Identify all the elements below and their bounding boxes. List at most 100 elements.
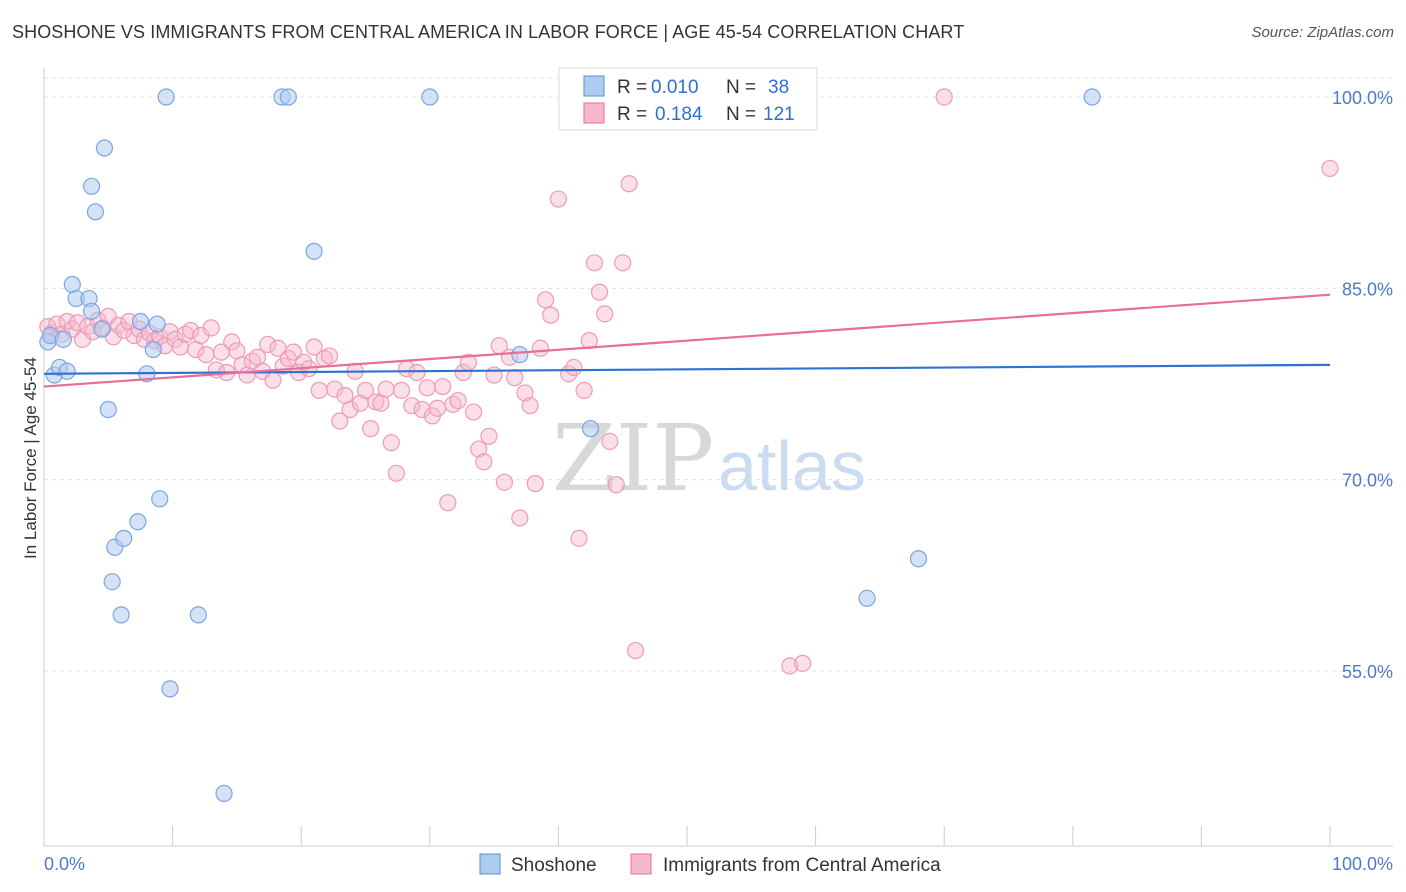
trend-lines — [43, 293, 1331, 388]
shoshone-point-33 — [511, 346, 529, 364]
y-tick-labels: 100.0% 85.0% 70.0% 55.0% — [1332, 88, 1393, 682]
shoshone-point-12 — [82, 177, 101, 195]
shoshone-point-9 — [82, 302, 101, 320]
immigrants-point-77 — [434, 377, 452, 396]
immigrants-point-56 — [326, 380, 344, 398]
immigrants-point-55 — [320, 347, 339, 365]
series-shoshone-points — [39, 88, 1101, 803]
immigrants-point-86 — [480, 427, 498, 445]
immigrants-point-121 — [935, 88, 953, 106]
immigrants-point-76 — [428, 399, 447, 417]
immigrants-point-107 — [596, 305, 614, 323]
immigrants-point-108 — [601, 432, 619, 450]
watermark: ZIP atlas — [552, 405, 866, 512]
shoshone-point-31 — [421, 88, 439, 106]
immigrants-point-67 — [382, 434, 400, 452]
immigrants-point-119 — [781, 657, 799, 675]
shoshone-point-25 — [161, 680, 179, 698]
bottom-legend-swatch-shoshone — [479, 853, 501, 875]
immigrants-point-52 — [305, 338, 323, 356]
source-credit: Source: ZipAtlas.com — [1251, 24, 1394, 41]
shoshone-point-4 — [54, 330, 72, 348]
immigrants-point-74 — [418, 379, 436, 397]
immigrants-point-80 — [449, 391, 467, 410]
axes — [43, 68, 1393, 847]
immigrants-point-97 — [536, 291, 555, 309]
immigrants-point-109 — [607, 476, 625, 494]
series-immigrants-points — [39, 88, 1339, 675]
chart-title: SHOSHONE VS IMMIGRANTS FROM CENTRAL AMER… — [12, 22, 965, 42]
immigrants-point-111 — [620, 175, 638, 193]
immigrants-point-63 — [362, 420, 380, 438]
shoshone-point-17 — [115, 529, 133, 547]
legend-box: R = 0.010 N = 38 R = 0.184 N = 121 — [558, 67, 818, 131]
immigrants-point-44 — [264, 371, 282, 389]
bottom-legend-label-immigrants: Immigrants from Central America — [663, 855, 941, 876]
y-tick-label-100: 100.0% — [1332, 88, 1393, 108]
immigrants-point-94 — [521, 397, 539, 415]
immigrants-point-43 — [259, 335, 277, 354]
shoshone-point-11 — [95, 139, 114, 157]
legend-r-label-shoshone: R = — [617, 77, 647, 98]
immigrants-point-112 — [626, 641, 645, 660]
immigrants-point-87 — [485, 366, 503, 384]
bottom-legend-label-shoshone: Shoshone — [511, 855, 597, 876]
immigrants-point-69 — [392, 381, 411, 399]
bottom-legend-swatch-immigrants — [630, 853, 652, 875]
legend-r-value-immigrants: 0.184 — [655, 104, 703, 125]
legend-n-label-immigrants: N = — [726, 104, 756, 125]
immigrants-point-48 — [284, 343, 303, 361]
immigrants-point-78 — [439, 494, 457, 512]
immigrants-point-66 — [377, 380, 395, 398]
immigrants-point-92 — [511, 509, 529, 527]
immigrants-point-95 — [526, 474, 544, 493]
shoshone-point-37 — [1083, 88, 1101, 106]
bottom-legend: Shoshone Immigrants from Central America — [479, 853, 941, 876]
shoshone-point-30 — [279, 88, 297, 106]
immigrants-point-36 — [223, 333, 241, 351]
immigrants-point-32 — [202, 319, 220, 337]
immigrants-point-106 — [590, 283, 609, 301]
immigrants-point-85 — [475, 453, 493, 471]
y-axis-label: In Labor Force | Age 45-54 — [21, 357, 40, 559]
watermark-zip: ZIP — [552, 405, 714, 512]
shoshone-point-35 — [858, 589, 876, 607]
shoshone-point-22 — [144, 340, 162, 359]
immigrants-point-31 — [197, 346, 215, 364]
immigrants-point-72 — [408, 363, 426, 382]
shoshone-point-10 — [93, 320, 111, 338]
immigrants-point-93 — [516, 384, 534, 402]
immigrants-point-6 — [68, 314, 87, 332]
shoshone-point-20 — [131, 312, 150, 331]
shoshone-point-24 — [151, 490, 169, 508]
y-tick-label-85: 85.0% — [1342, 279, 1393, 299]
shoshone-point-34 — [581, 420, 600, 438]
y-tick-label-70: 70.0% — [1342, 471, 1393, 491]
shoshone-point-28 — [157, 88, 175, 106]
immigrants-point-102 — [570, 529, 588, 547]
immigrants-point-83 — [464, 403, 483, 421]
legend-r-value-shoshone: 0.010 — [651, 77, 699, 98]
immigrants-point-98 — [542, 306, 560, 324]
immigrants-point-103 — [575, 381, 593, 399]
shoshone-point-13 — [86, 203, 105, 221]
immigrants-point-68 — [387, 464, 405, 482]
immigrants-point-81 — [454, 363, 472, 382]
immigrants-point-96 — [531, 339, 549, 357]
x-tick-label-min: 0.0% — [44, 854, 85, 874]
immigrants-point-53 — [310, 381, 328, 399]
legend-r-label-immigrants: R = — [617, 104, 647, 125]
x-tick-labels: 0.0% 100.0% — [44, 854, 1393, 874]
shoshone-point-14 — [99, 400, 117, 419]
immigrants-point-91 — [506, 369, 524, 387]
watermark-atlas: atlas — [718, 427, 866, 505]
immigrants-point-99 — [549, 190, 568, 208]
immigrants-point-110 — [614, 254, 632, 272]
immigrants-point-84 — [470, 440, 488, 458]
immigrants-point-89 — [495, 473, 513, 491]
shoshone-point-16 — [103, 573, 121, 591]
shoshone-point-6 — [63, 275, 81, 294]
immigrants-point-105 — [585, 254, 604, 272]
immigrants-point-120 — [794, 654, 812, 672]
